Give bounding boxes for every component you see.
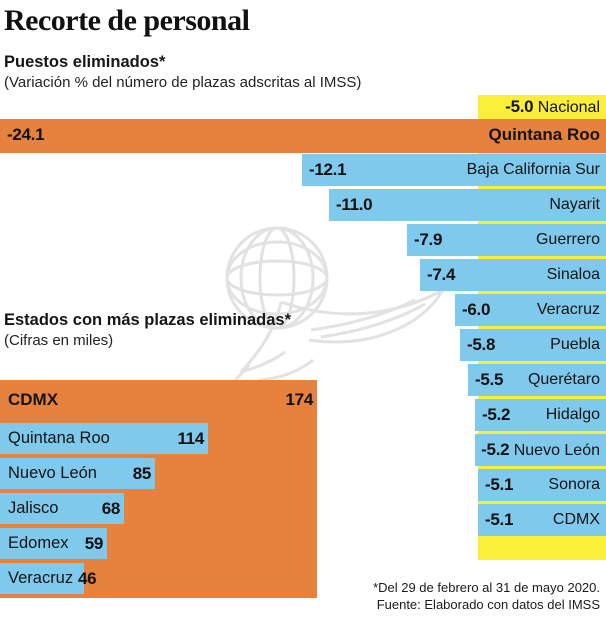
bar-row: -6.0 Veracruz — [0, 294, 606, 326]
bar-row: -11.0 Nayarit — [0, 189, 606, 221]
bar-value: -5.2 — [481, 440, 510, 459]
bar — [407, 224, 606, 256]
bar-row: Jalisco 68 — [0, 493, 360, 524]
bar-value: 174 — [285, 390, 314, 409]
bar-value: -7.4 — [427, 265, 456, 284]
footnote-source: Fuente: Elaborado con datos del IMSS — [376, 597, 600, 613]
bar-label: Guerrero — [535, 231, 600, 248]
bar — [468, 364, 606, 396]
bar — [475, 399, 606, 431]
bar-row: -5.1 CDMX — [0, 504, 606, 536]
bar-value: -5.0 — [505, 97, 534, 116]
bar-value: -24.1 — [7, 125, 45, 144]
bar-label: Sonora — [548, 476, 600, 493]
bar — [478, 469, 606, 501]
bar — [329, 189, 606, 221]
bar-label: Nuevo León — [509, 442, 600, 459]
bar — [478, 504, 606, 536]
bar-label: Sinaloa — [546, 266, 600, 283]
bar-value: 85 — [132, 464, 152, 483]
bar-row: -7.9 Guerrero — [0, 224, 606, 256]
bar-row: -12.1 Baja California Sur — [0, 154, 606, 186]
bar — [0, 380, 317, 598]
bar-value: -5.5 — [475, 370, 504, 389]
bar-label: Puebla — [550, 336, 600, 353]
bar-value: -6.0 — [462, 300, 491, 319]
bar-label: Jalisco — [8, 499, 59, 517]
bar-row: -5.2 Hidalgo — [0, 399, 606, 431]
decline-chart-header: Puestos eliminados* (Variación % del núm… — [4, 53, 361, 91]
bar-row: Quintana Roo 114 — [0, 423, 360, 454]
decline-chart-subtitle: (Variación % del número de plazas adscri… — [4, 74, 362, 91]
bar-label: Quintana Roo — [488, 125, 600, 144]
bar-value: 46 — [78, 569, 97, 588]
bar-row: Nuevo León 85 — [0, 458, 360, 489]
bar — [0, 563, 84, 594]
bar-row: CDMX 174 — [0, 380, 360, 598]
bar-value: 114 — [177, 429, 204, 448]
states-chart-title: Estados con más plazas eliminadas* — [4, 311, 292, 329]
bar-value: -5.1 — [485, 475, 514, 494]
bar-row: -7.4 Sinaloa — [0, 259, 606, 291]
bar — [302, 154, 606, 186]
page-title: Recorte de personal — [4, 4, 250, 37]
bar-row: -5.1 Sonora — [0, 469, 606, 501]
bar-label: Veracruz — [536, 301, 600, 318]
bar — [0, 423, 208, 454]
bar — [455, 294, 606, 326]
bar-value: -7.9 — [414, 230, 443, 249]
bar-row: Edomex 59 — [0, 528, 360, 559]
bar-row: -24.1 Quintana Roo — [0, 119, 606, 153]
bar — [0, 528, 107, 559]
bar-label: Hidalgo — [545, 406, 600, 423]
bar-value: 68 — [101, 499, 121, 518]
decline-chart: -5.0 Nacional -24.1 Quintana Roo -12.1 Baja … — [0, 95, 606, 560]
bar-row: -5.2 Nuevo León — [0, 434, 606, 466]
bar-label: Querétaro — [527, 371, 600, 388]
bar-label: Veracruz — [8, 569, 74, 587]
bar-label: CDMX — [552, 511, 600, 528]
bar-value: 59 — [84, 534, 104, 553]
bar-label: CDMX — [8, 390, 59, 409]
bar — [0, 458, 155, 489]
states-chart-subtitle: (Cifras en miles) — [4, 332, 114, 349]
states-chart-rows: CDMX 174 Quintana Roo 114 Nuevo León 85 Jalisc… — [0, 380, 360, 598]
bar-row: -5.0 Nacional — [0, 95, 606, 119]
bar-value: -5.2 — [482, 405, 511, 424]
bar-label: Quintana Roo — [8, 429, 110, 447]
bar-value: -12.1 — [309, 160, 347, 179]
bar-value-label: -5.2 Nuevo León — [481, 434, 600, 467]
footnote: *Del 29 de febrero al 31 de mayo 2020. F… — [180, 579, 600, 613]
bar — [460, 329, 606, 361]
bar — [420, 259, 606, 291]
bar — [475, 434, 606, 466]
bar-value: -5.8 — [467, 335, 496, 354]
bar — [0, 493, 124, 524]
states-chart: CDMX 174 Quintana Roo 114 Nuevo León 85 Jalisc… — [0, 380, 360, 598]
bar — [0, 119, 606, 153]
bar-value-label: -5.0 Nacional — [505, 95, 600, 120]
footnote-period: *Del 29 de febrero al 31 de mayo 2020. — [373, 580, 600, 595]
bar-label: Nayarit — [549, 196, 600, 213]
bar-row: -5.5 Querétaro — [0, 364, 606, 396]
decline-chart-title: Puestos eliminados* — [4, 53, 166, 71]
decline-chart-rows: -5.0 Nacional -24.1 Quintana Roo -12.1 Baja … — [0, 95, 606, 536]
states-chart-header: Estados con más plazas eliminadas* (Cifr… — [4, 311, 291, 349]
bar-label: Nuevo León — [8, 464, 97, 482]
bar-label: Baja California Sur — [466, 161, 600, 178]
bar-label: Nacional — [533, 99, 600, 116]
bar-value: -11.0 — [336, 195, 373, 214]
bar-row: Veracruz 46 — [0, 563, 360, 594]
bar-row: -5.8 Puebla — [0, 329, 606, 361]
bar-value: -5.1 — [485, 510, 514, 529]
bar-label: Edomex — [8, 534, 69, 552]
